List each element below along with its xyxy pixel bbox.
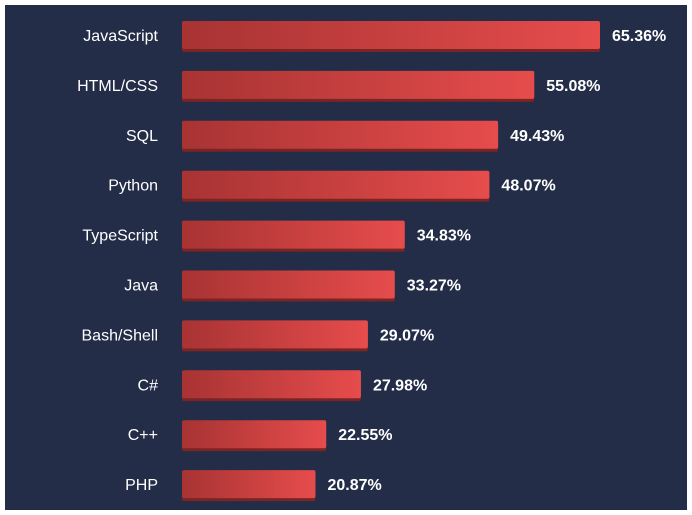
value-label: 65.36% — [612, 28, 666, 45]
bar — [182, 470, 316, 499]
bar — [182, 220, 405, 249]
value-label: 48.07% — [501, 178, 555, 195]
category-label: TypeScript — [82, 228, 158, 245]
category-label: PHP — [125, 477, 158, 494]
value-label: 27.98% — [373, 377, 427, 394]
bar — [182, 70, 535, 99]
value-label: 29.07% — [380, 327, 434, 344]
category-label: C# — [138, 377, 159, 394]
category-label: HTML/CSS — [77, 78, 158, 95]
value-label: 49.43% — [510, 128, 564, 145]
category-label: C++ — [128, 427, 158, 444]
bar — [182, 170, 490, 199]
category-label: JavaScript — [83, 28, 158, 45]
value-label: 22.55% — [338, 427, 392, 444]
bar — [182, 120, 499, 149]
value-label: 34.83% — [417, 228, 471, 245]
category-label: SQL — [126, 128, 158, 145]
value-label: 55.08% — [546, 78, 600, 95]
value-label: 33.27% — [407, 278, 461, 295]
category-label: Bash/Shell — [82, 327, 159, 344]
bar — [182, 420, 327, 449]
bars-group: JavaScript 65.36% HTML/CSS 55.08% SQL 49.43% P… — [77, 21, 666, 502]
bar — [182, 21, 600, 49]
bar — [182, 370, 361, 399]
category-label: Java — [124, 278, 158, 295]
value-label: 20.87% — [327, 477, 381, 494]
bar — [182, 320, 368, 349]
bar — [182, 270, 395, 299]
category-label: Python — [108, 178, 158, 195]
